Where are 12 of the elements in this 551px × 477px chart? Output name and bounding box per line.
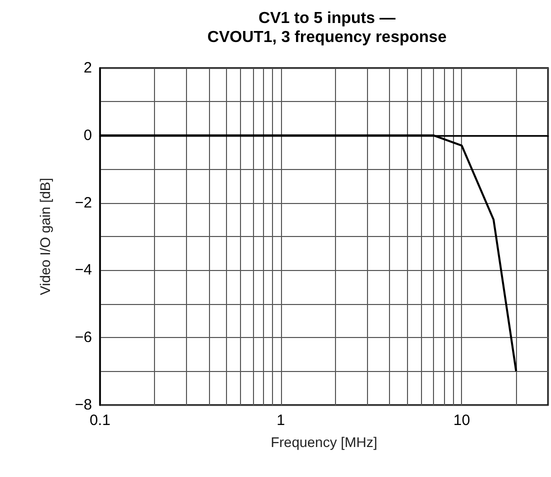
y-tick-label: −2 [74, 194, 92, 212]
y-tick-label: 0 [84, 126, 92, 144]
x-axis-title: Frequency [MHz] [270, 434, 378, 450]
y-tick-label: −6 [74, 329, 92, 346]
y-axis-title: Video I/O gain [dB] [37, 178, 53, 296]
chart-title: CV1 to 5 inputs — CVOUT1, 3 frequency response [207, 10, 447, 46]
y-tick-label: −8 [74, 396, 92, 414]
x-tick-label: 10 [453, 412, 470, 429]
x-tick-label: 0.1 [90, 412, 110, 429]
y-tick-label: 2 [84, 60, 92, 76]
y-tick-label: −4 [74, 262, 92, 279]
x-tick-label: 1 [276, 412, 286, 429]
